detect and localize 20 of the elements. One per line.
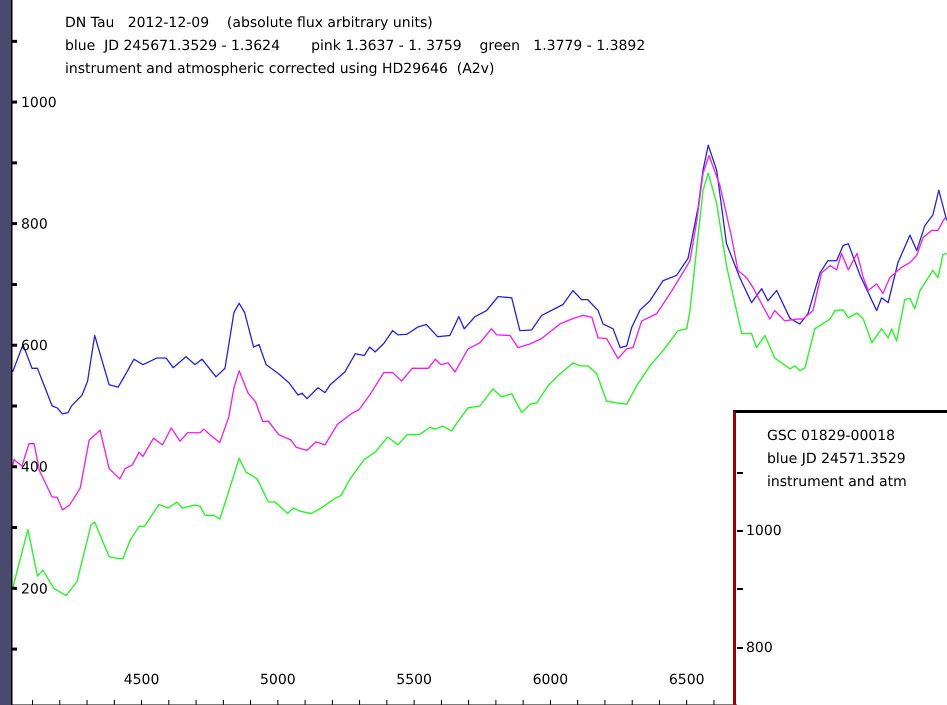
y-tick-label: 600: [21, 338, 48, 354]
text: GSC 01829-00018: [767, 427, 896, 446]
y-tick-label: 200: [21, 581, 48, 598]
annotation: 800: [746, 640, 773, 656]
annotation: instrument and atmospheric corrected using HD29646 (A2v): [65, 60, 496, 79]
annotation: 1000: [746, 523, 782, 539]
text: blue JD 24571.3529: [767, 450, 907, 469]
y-tick-label: 1000: [21, 95, 57, 112]
x-tick-label: 4500: [124, 672, 160, 688]
x-tick-label: 6500: [668, 672, 705, 688]
line-series: [12, 154, 946, 511]
text: DN Tau 2012-12-09 (absolute flux arbitrary units): [65, 14, 434, 33]
x-tick-label: 5000: [260, 672, 296, 688]
line-series: [12, 144, 947, 415]
y-tick-label: 800: [21, 216, 48, 233]
text: blue JD 245671.3529 - 1.3624 pink 1.3637 - 1. 3759 green 1.3779 - 1.3892: [65, 37, 646, 56]
x-tick-label: 5500: [396, 672, 432, 688]
annotation: instrument and atm: [767, 473, 907, 492]
x-tick-label: 6000: [532, 672, 568, 688]
line-series: [12, 172, 947, 596]
